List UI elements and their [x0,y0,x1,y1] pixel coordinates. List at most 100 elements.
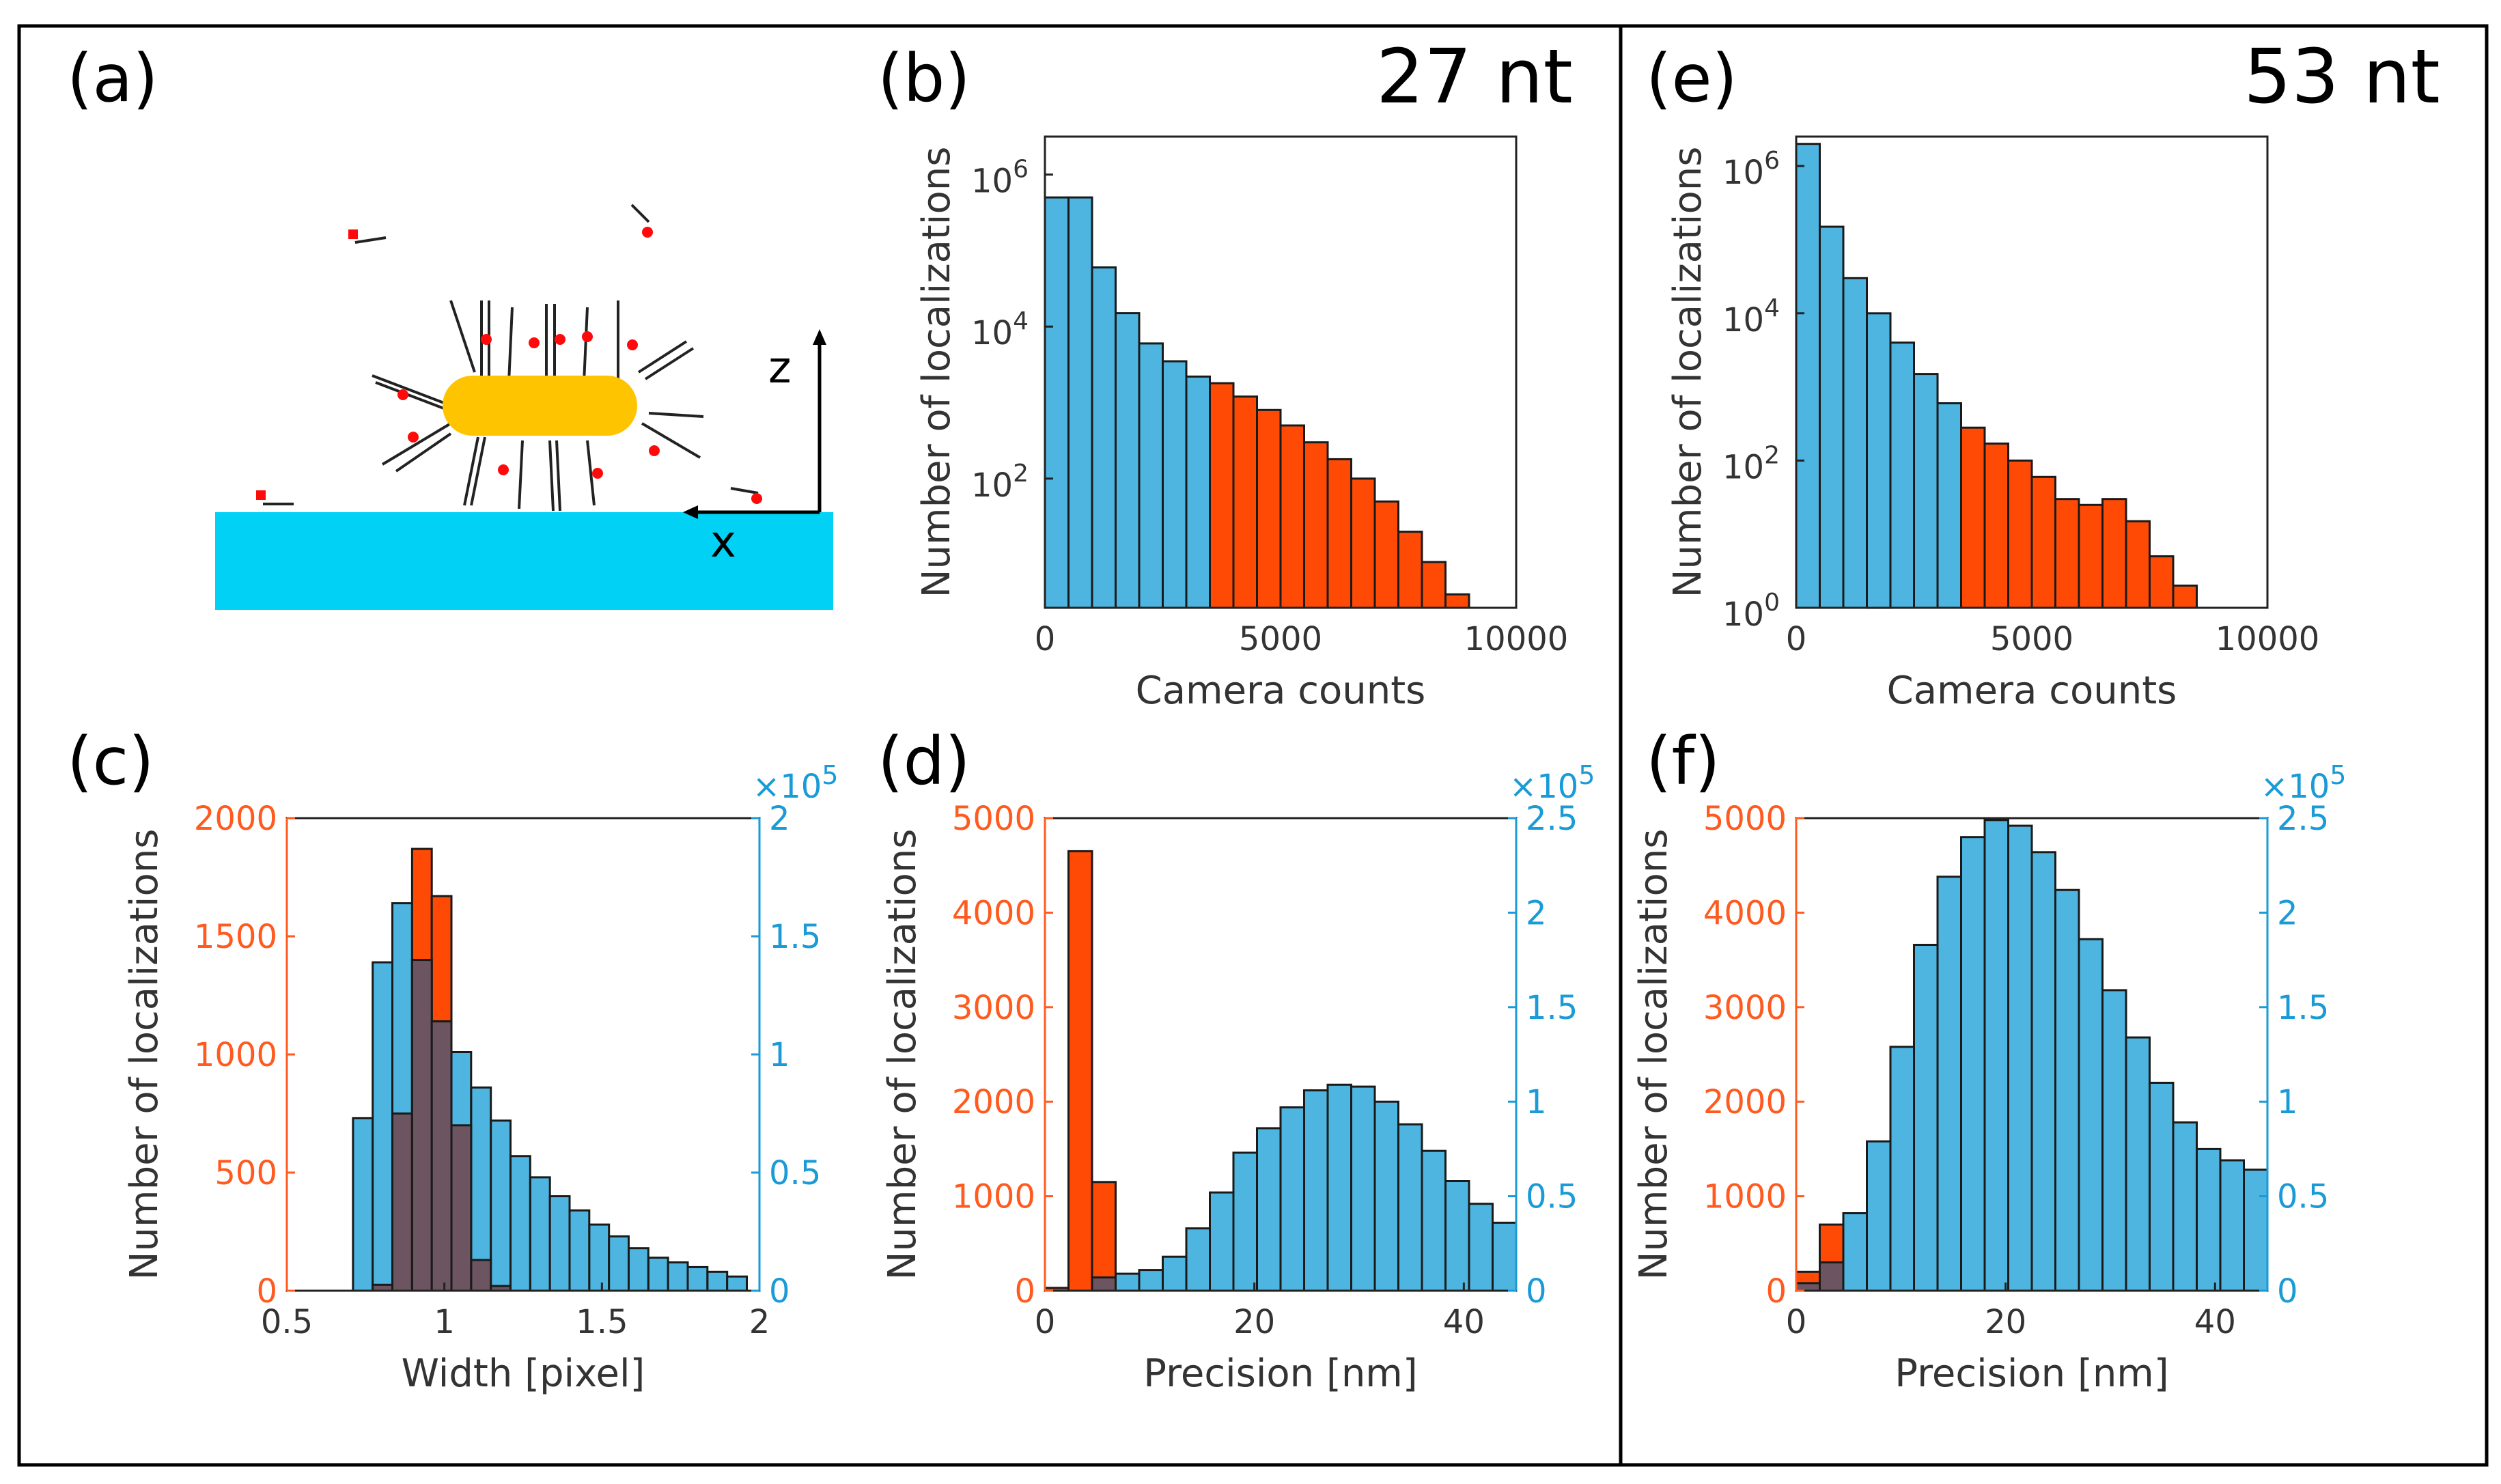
bar-b-bright-17 [1444,593,1470,609]
y-left-tick-label-f-4: 4000 [1703,894,1787,932]
y-left-tick-label-d-1: 1000 [952,1178,1035,1216]
x-tick-label-c-0: 0.5 [261,1303,313,1341]
bar-f-all-17 [2196,1147,2222,1292]
x-tick-label-b-2: 10000 [1464,620,1569,658]
bar-overlap-d-2 [1091,1276,1117,1292]
panel-label-f: (f) [1646,723,1720,800]
bar-c-all-1 [372,961,394,1292]
bar-f-all-2 [1842,1212,1868,1292]
dna-strands [263,204,759,512]
y-right-multiplier-d: ×105 [1509,760,1595,806]
x-tick-label-e-0: 0 [1786,620,1807,658]
bar-e-bright-15 [2149,555,2175,609]
y-axis-title-e: Number of localizations [1666,147,1710,598]
y-left-tick-label-c-3: 1500 [194,918,277,956]
bar-c-all-7 [490,1119,512,1292]
bar-e-bright-13 [2101,498,2127,609]
y-left-tick-label-d-3: 3000 [952,989,1035,1027]
y-right-multiplier-c: ×105 [753,760,838,806]
y-right-tick-label-c-2: 1 [769,1036,790,1074]
bar-f-all-15 [2149,1082,2175,1292]
y-right-tick-label-f-4: 2 [2277,894,2298,932]
x-tick-label-f-2: 40 [2194,1303,2236,1341]
y-right-tick-label-f-3: 1.5 [2277,989,2329,1027]
bar-f-all-9 [2007,824,2033,1292]
axis-z-label: z [768,343,792,393]
bar-b-dim-0 [1044,196,1070,609]
y-right-tick-label-c-4: 2 [769,800,790,838]
bar-d-all-19 [1492,1221,1518,1292]
bar-b-bright-7 [1209,382,1235,609]
y-right-multiplier-f: ×105 [2261,760,2346,806]
bar-c-all-12 [588,1223,611,1292]
bar-d-all-18 [1468,1203,1494,1292]
bar-d-all-3 [1115,1272,1141,1292]
y-left-tick-label-c-2: 1000 [194,1036,277,1074]
bar-c-all-8 [509,1155,531,1292]
coordinate-axes [683,329,826,519]
bar-c-all-17 [686,1265,709,1292]
bar-c-all-16 [667,1261,689,1292]
bar-b-bright-13 [1350,477,1376,609]
x-tick-label-e-1: 5000 [1990,620,2073,658]
panel-label-e: (e) [1646,40,1737,117]
y-right-tick-label-d-4: 2 [1526,894,1547,932]
bar-f-all-19 [2243,1168,2269,1292]
y-left-tick-label-d-4: 4000 [952,894,1035,932]
bar-b-dim-1 [1067,196,1093,609]
bar-c-all-11 [568,1209,591,1292]
bar-f-all-4 [1889,1046,1915,1292]
y-right-tick-label-d-1: 0.5 [1526,1178,1578,1216]
bar-f-all-13 [2101,989,2127,1292]
bar-c-all-10 [548,1195,571,1292]
bar-e-bright-11 [2054,498,2080,609]
bar-b-bright-11 [1303,441,1329,609]
y-left-tick-label-d-0: 0 [1014,1272,1035,1311]
bar-d-all-8 [1232,1151,1258,1292]
bar-c-all-14 [628,1247,649,1292]
label-27nt: 27 nt [1376,33,1573,120]
bar-d-all-6 [1185,1227,1211,1292]
y-tick-label-b-2: 106 [971,156,1029,201]
bar-c-all-0 [352,1117,374,1292]
bar-b-dim-4 [1138,342,1164,609]
bar-e-dim-2 [1842,277,1868,609]
x-tick-label-b-0: 0 [1035,620,1056,658]
x-axis-title-e: Camera counts [1887,669,2177,713]
bar-overlap-c-4 [430,1020,453,1292]
bar-f-all-7 [1960,836,1986,1292]
bar-b-bright-16 [1421,561,1447,609]
y-tick-label-e-1: 102 [1722,441,1780,486]
y-left-tick-label-f-0: 0 [1765,1272,1787,1311]
bar-b-dim-5 [1162,360,1188,609]
bar-f-all-6 [1936,876,1962,1292]
bar-overlap-c-6 [470,1259,492,1292]
dye-molecules [256,227,762,504]
x-tick-label-e-2: 10000 [2216,620,2320,658]
x-tick-label-c-1: 1 [434,1303,455,1341]
bar-f-all-14 [2125,1036,2151,1292]
bar-d-bright-2 [1091,1181,1117,1292]
y-axis-title-f: Number of localizations [1632,829,1676,1280]
bar-c-all-18 [706,1270,729,1292]
x-axis-title-b: Camera counts [1136,669,1426,713]
y-right-tick-label-c-1: 0.5 [769,1154,821,1192]
y-right-tick-label-f-0: 0 [2277,1272,2298,1311]
bar-e-bright-10 [2030,475,2056,609]
x-axis-title-c: Width [pixel] [402,1352,645,1396]
chart-e: 0 5000 10000 Camera counts 100 102 104 106 Numbe… [1666,135,2320,713]
bar-e-dim-3 [1866,312,1892,609]
x-tick-label-d-2: 40 [1443,1303,1485,1341]
bar-c-all-15 [647,1257,669,1292]
bar-f-all-3 [1866,1140,1892,1292]
y-right-tick-label-d-0: 0 [1526,1272,1547,1311]
y-right-tick-label-f-1: 0.5 [2277,1178,2329,1216]
bar-d-all-15 [1397,1123,1423,1292]
bar-e-bright-9 [2007,459,2033,609]
x-axis-title-f: Precision [nm] [1895,1352,2168,1396]
bar-f-all-12 [2078,938,2104,1292]
label-53nt: 53 nt [2244,33,2440,120]
